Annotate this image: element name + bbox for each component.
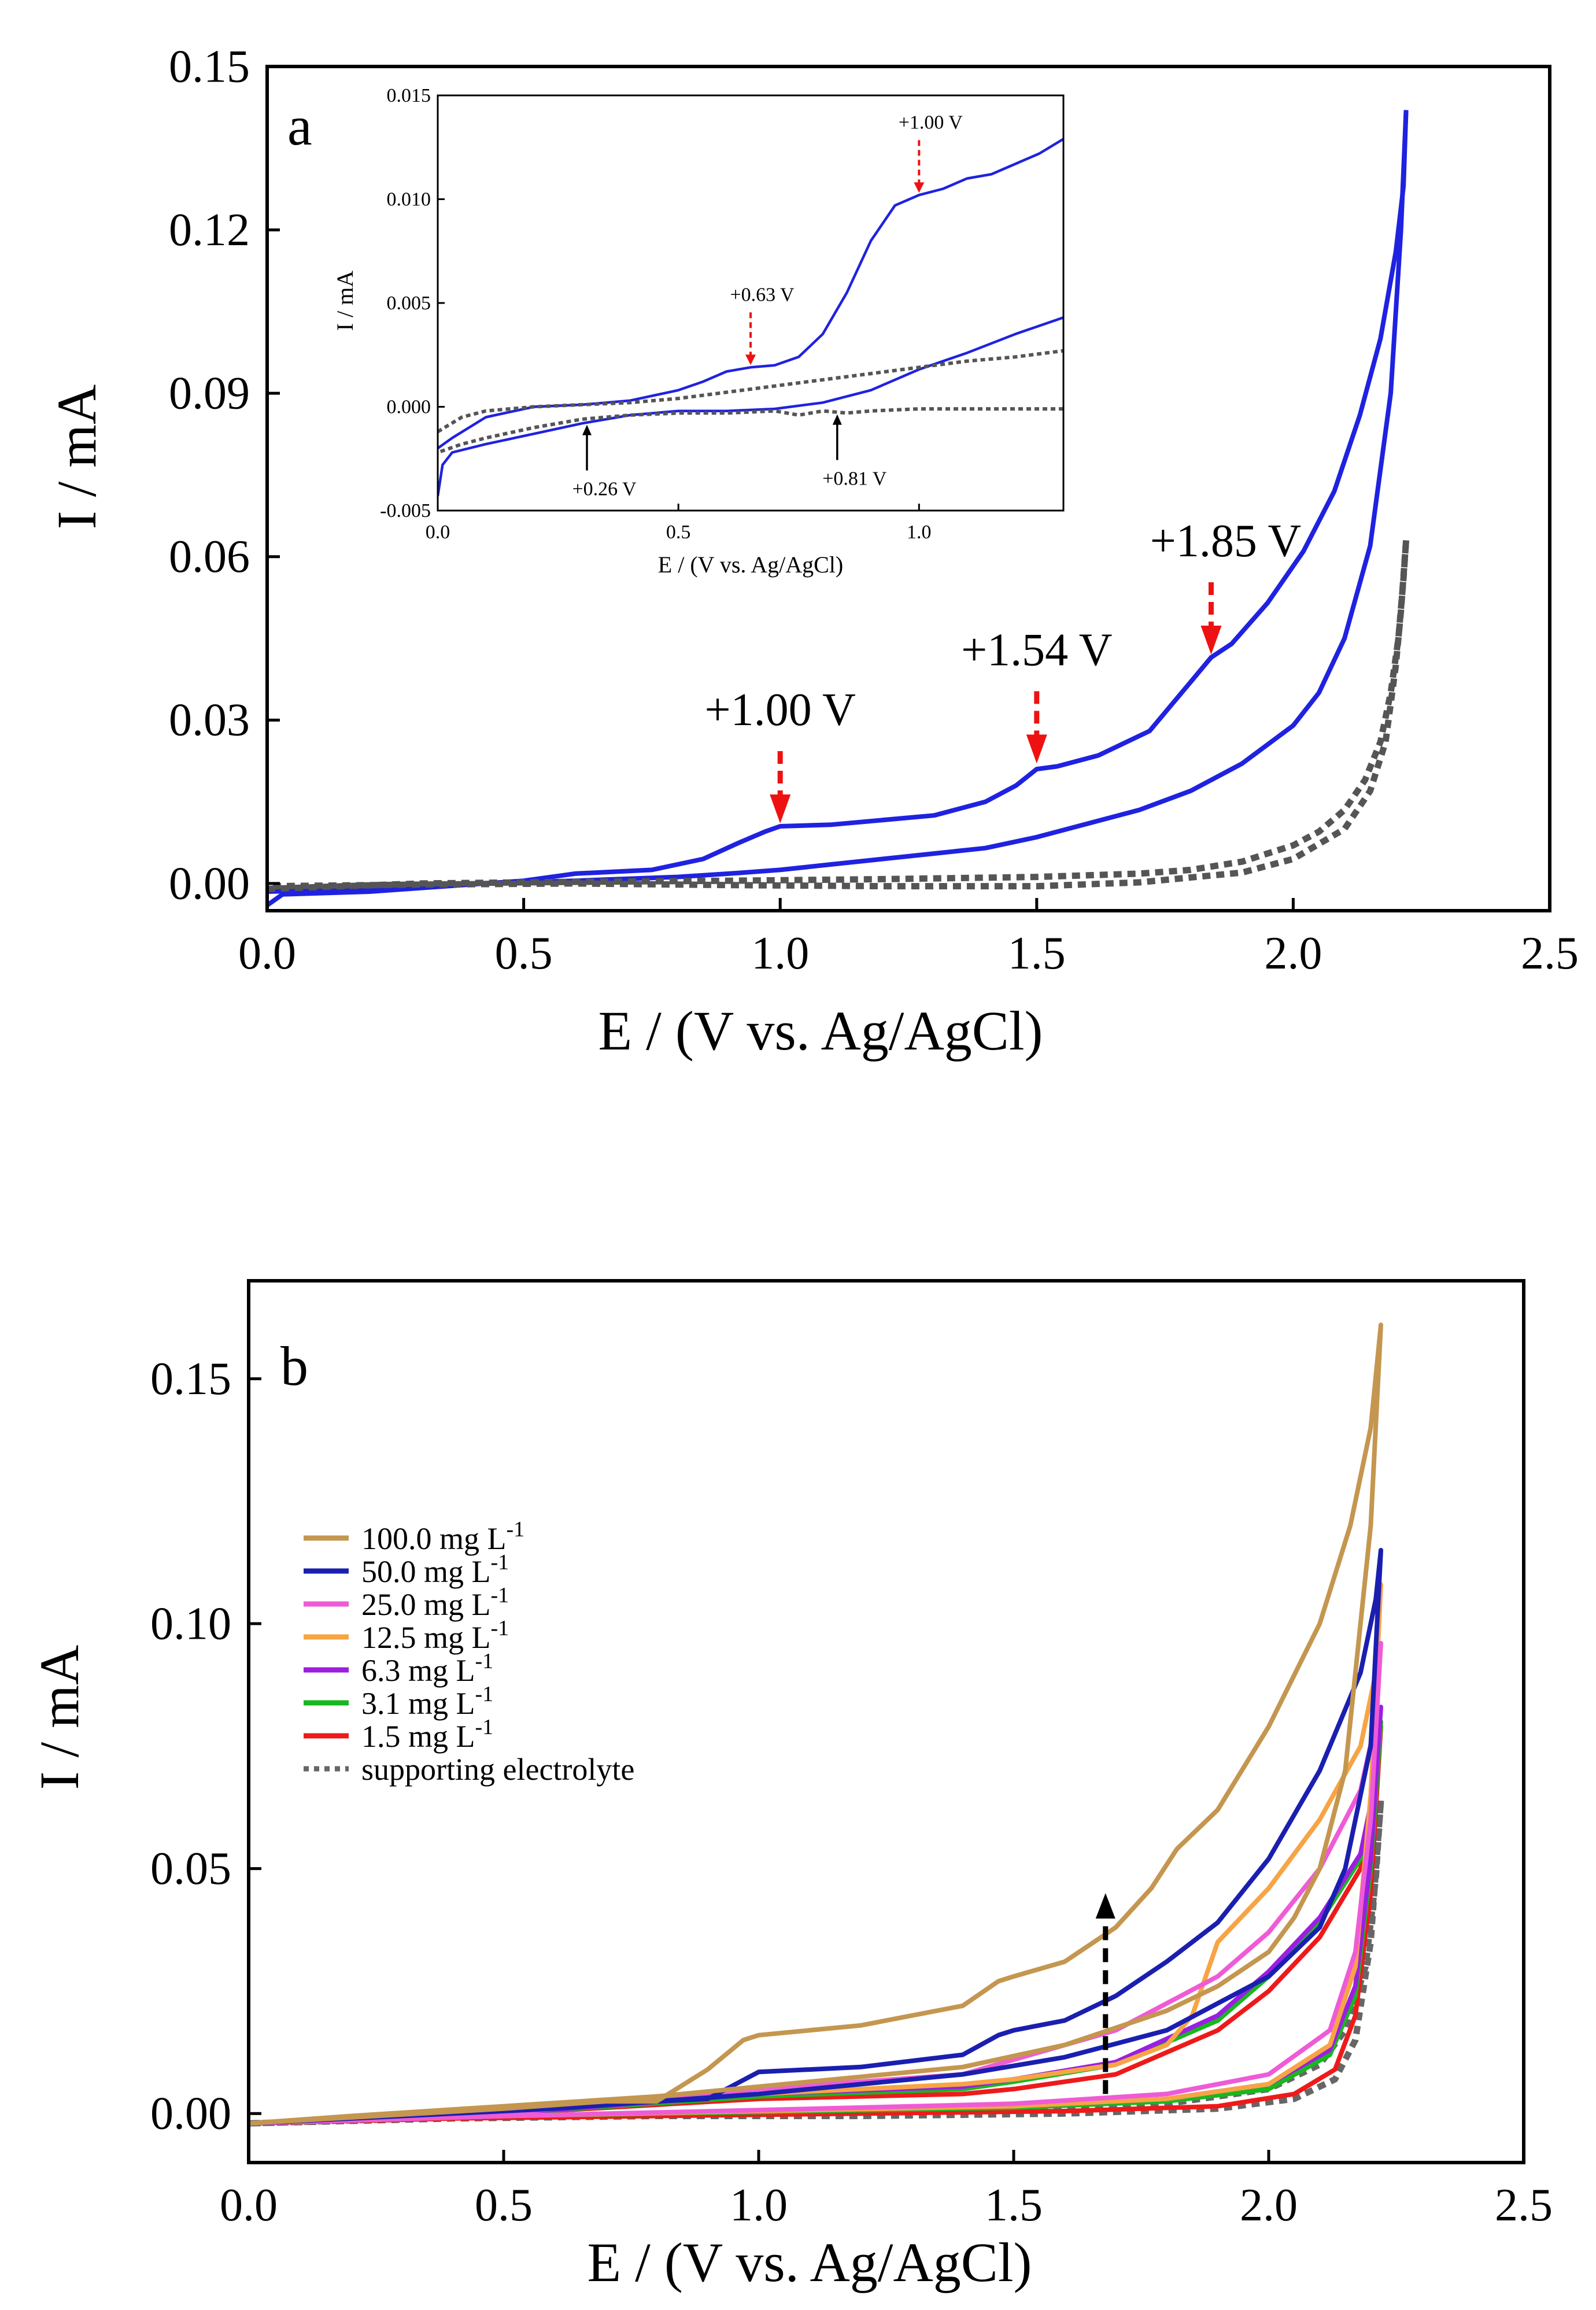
inset-x-tick-label: 1.0 <box>907 522 932 543</box>
inset-peak-label: +0.63 V <box>730 284 795 305</box>
panel-b-y-axis-title: I / mA <box>28 1645 90 1790</box>
inset-ticks: 0.0 0.5 1.0 -0.005 0.000 0.005 0.010 0.015 <box>380 85 931 543</box>
panel-b: 0.0 0.5 1.0 1.5 2.0 2.5 0.00 0.05 0.10 0.15 b E /… <box>28 1279 1553 2293</box>
panel-b-label: b <box>280 1335 308 1397</box>
panel-a-x-tick-label: 1.0 <box>751 928 809 979</box>
inset-annotations: +1.00 V +0.63 V +0.26 V +0.81 V <box>572 112 963 500</box>
panel-a: 0.0 0.5 1.0 1.5 2.0 2.5 0.00 0.03 0.06 0.09 0.12 0.… <box>46 41 1579 1062</box>
panel-b-ticks: 0.0 0.5 1.0 1.5 2.0 2.5 0.00 0.05 0.10 0.15 <box>150 1354 1553 2231</box>
panel-b-x-tick-label: 1.0 <box>730 2180 788 2231</box>
panel-b-y-tick-label: 0.10 <box>150 1598 231 1649</box>
panel-a-annotations: +1.00 V +1.54 V +1.85 V <box>704 516 1301 823</box>
panel-a-plot-area <box>267 110 1410 907</box>
panel-a-peak-label: +1.85 V <box>1150 516 1301 567</box>
inset-peak-arrow-head <box>745 354 756 365</box>
panel-a-ticks: 0.0 0.5 1.0 1.5 2.0 2.5 0.00 0.03 0.06 0.09 0.12 0.… <box>169 41 1579 979</box>
panel-b-y-tick-label: 0.05 <box>150 1843 231 1894</box>
panel-b-plot-area <box>249 1322 1384 2127</box>
inset-y-tick-label: -0.005 <box>380 500 431 522</box>
inset-y-tick-label: 0.000 <box>387 397 431 418</box>
inset-y-tick-label: 0.005 <box>387 293 431 314</box>
panel-b-legend: 100.0 mg L-150.0 mg L-125.0 mg L-112.5 m… <box>304 1517 634 1787</box>
inset-series-electrolyte-line <box>438 349 1063 434</box>
inset-peak-label: +0.26 V <box>572 479 637 500</box>
panel-b-trend-arrow <box>1095 1893 1115 2094</box>
panel-a-peak-arrow-head <box>770 794 791 823</box>
inset-peak-arrow-head <box>582 424 592 435</box>
panel-b-x-axis-title: E / (V vs. Ag/AgCl) <box>588 2231 1032 2293</box>
inset-background <box>438 95 1063 511</box>
panel-a-x-tick-label: 2.0 <box>1264 928 1322 979</box>
panel-b-y-tick-label: 0.15 <box>150 1354 231 1405</box>
panel-a-peak-label: +1.00 V <box>704 685 855 735</box>
panel-a-x-tick-label: 1.5 <box>1008 928 1066 979</box>
panel-a-x-tick-label: 2.5 <box>1521 928 1579 979</box>
panel-a-y-tick-label: 0.12 <box>169 205 250 256</box>
panel-a-y-tick-label: 0.06 <box>169 531 250 582</box>
inset-x-axis-title: E / (V vs. Ag/AgCl) <box>658 552 843 578</box>
inset-y-tick-label: 0.010 <box>387 189 431 210</box>
legend-label: 12.5 mg L-1 <box>361 1616 509 1655</box>
panel-b-x-tick-label: 0.0 <box>220 2180 278 2231</box>
inset-x-tick-label: 0.5 <box>666 522 691 543</box>
panel-a-series-sample-line <box>267 110 1409 907</box>
inset-y-tick-label: 0.015 <box>387 85 431 106</box>
inset-series-sample-line <box>438 316 1063 497</box>
inset-peak-arrow-head <box>914 182 925 193</box>
inset-peak-arrow-head <box>832 414 842 425</box>
panel-b-x-tick-label: 1.5 <box>985 2180 1043 2231</box>
legend-label: 100.0 mg L-1 <box>361 1517 524 1556</box>
panel-b-frame <box>247 1279 1525 2164</box>
panel-a-frame <box>265 65 1551 912</box>
panel-a-y-tick-label: 0.09 <box>169 368 250 419</box>
panel-a-inset: 0.0 0.5 1.0 -0.005 0.000 0.005 0.010 0.015 E / … <box>332 85 1065 578</box>
inset-x-tick-label: 0.0 <box>426 522 450 543</box>
trend-arrow-head <box>1095 1893 1115 1919</box>
panel-a-peak-arrow-head <box>1200 626 1222 655</box>
panel-a-peak-label: +1.54 V <box>961 624 1112 675</box>
panel-b-series-line <box>249 1322 1383 2126</box>
panel-a-label: a <box>287 95 312 157</box>
panel-b-x-tick-label: 2.0 <box>1240 2180 1298 2231</box>
inset-y-axis-title: I / mA <box>332 271 358 331</box>
legend-label: 1.5 mg L-1 <box>361 1715 493 1754</box>
inset-peak-label: +1.00 V <box>899 112 963 133</box>
legend-label: 6.3 mg L-1 <box>361 1649 493 1688</box>
panel-a-x-tick-label: 0.0 <box>238 928 296 979</box>
panel-a-series-electrolyte-line <box>267 540 1410 890</box>
panel-b-x-tick-label: 2.5 <box>1495 2180 1553 2231</box>
legend-label: 25.0 mg L-1 <box>361 1583 509 1622</box>
panel-a-y-tick-label: 0.15 <box>169 41 250 92</box>
panel-a-peak-arrow-head <box>1026 734 1047 764</box>
legend-label: supporting electrolyte <box>361 1752 634 1787</box>
inset-plot-area <box>438 138 1063 497</box>
inset-peak-label: +0.81 V <box>822 468 887 490</box>
panel-a-x-tick-label: 0.5 <box>495 928 553 979</box>
legend-label: 3.1 mg L-1 <box>361 1682 493 1721</box>
panel-b-y-tick-label: 0.00 <box>150 2089 231 2139</box>
panel-a-y-tick-label: 0.00 <box>169 858 250 909</box>
panel-a-y-tick-label: 0.03 <box>169 695 250 746</box>
legend-label: 50.0 mg L-1 <box>361 1550 509 1589</box>
panel-a-x-axis-title: E / (V vs. Ag/AgCl) <box>598 1000 1043 1062</box>
panel-a-y-axis-title: I / mA <box>46 385 108 530</box>
panel-b-series-line <box>249 1548 1383 2126</box>
panel-b-x-tick-label: 0.5 <box>475 2180 533 2231</box>
